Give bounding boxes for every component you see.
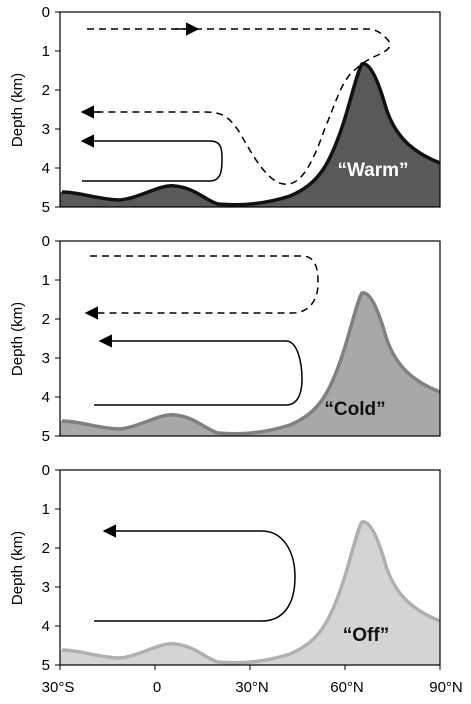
seafloor-off (60, 521, 440, 665)
y-tick-label: 4 (42, 389, 50, 406)
y-tick-label: 5 (42, 657, 50, 674)
y-tick-label: 1 (42, 501, 50, 518)
y-tick-label: 5 (42, 199, 50, 216)
y-tick-label: 0 (42, 4, 50, 21)
x-tick-label: 60°N (330, 679, 364, 696)
y-tick-label: 1 (42, 43, 50, 60)
y-tick-label: 2 (42, 82, 50, 99)
y-tick-label: 3 (42, 350, 50, 367)
seafloor-line-off (61, 520, 441, 665)
y-ticks-cold: 0 1 2 3 4 5 (42, 233, 60, 445)
y-tick-label: 2 (42, 540, 50, 557)
y-tick-label: 2 (42, 311, 50, 328)
mode-label-off: “Off” (343, 625, 389, 646)
x-tick-label: 0 (153, 679, 161, 696)
panel-cold: “Cold” 0 1 2 3 4 5 Depth (km) (9, 233, 441, 445)
y-axis-label: Depth (km) (9, 531, 26, 605)
plot-frame-cold (59, 240, 441, 437)
y-ticks-off: 0 1 2 3 4 5 (42, 462, 60, 674)
x-tick-label: 90°N (429, 679, 463, 696)
y-tick-label: 5 (42, 428, 50, 445)
plot-frame-warm (59, 11, 441, 208)
upper-cell-path-warm (87, 28, 391, 185)
y-tick-label: 4 (42, 160, 50, 177)
lower-cell-path-warm (80, 134, 223, 182)
y-tick-label: 0 (42, 233, 50, 250)
y-tick-label: 3 (42, 121, 50, 138)
panel-off: “Off” 0 1 2 3 4 5 Depth (km) 30°S 0 30°N (9, 462, 463, 696)
seafloor-cold (60, 292, 440, 436)
y-tick-label: 4 (42, 618, 50, 635)
seafloor-line-cold (61, 291, 441, 436)
seafloor-warm (60, 63, 440, 207)
x-ticks: 30°S 0 30°N 60°N 90°N (42, 665, 463, 696)
mode-label-cold: “Cold” (324, 399, 385, 420)
y-tick-label: 1 (42, 272, 50, 289)
y-tick-label: 3 (42, 579, 50, 596)
y-axis-label: Depth (km) (9, 73, 26, 147)
y-ticks-warm: 0 1 2 3 4 5 (42, 4, 60, 216)
x-tick-label: 30°N (235, 679, 269, 696)
x-tick-label: 30°S (42, 679, 75, 696)
cell-path-off (94, 524, 296, 622)
y-tick-label: 0 (42, 462, 50, 479)
panel-warm: “Warm” 0 1 2 3 4 5 Depth (km) (9, 4, 441, 216)
upper-cell-path-cold (84, 255, 319, 320)
lower-cell-path-cold (94, 334, 303, 406)
seafloor-line-warm (61, 62, 441, 207)
y-axis-label: Depth (km) (9, 302, 26, 376)
mode-label-warm: “Warm” (337, 160, 408, 181)
